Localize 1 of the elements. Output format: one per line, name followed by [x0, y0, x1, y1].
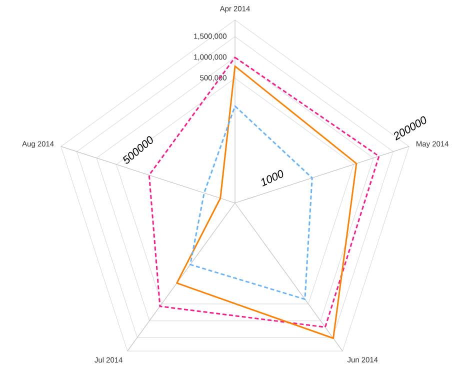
- text: 1000: [261, 170, 284, 186]
